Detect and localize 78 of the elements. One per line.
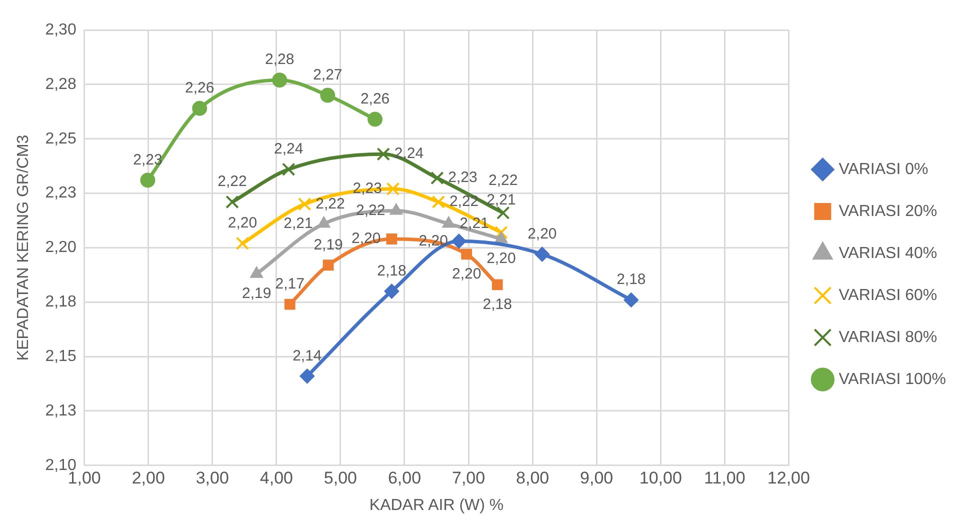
data-label: 2,24 [274,140,304,158]
data-label: 2,21 [486,192,516,209]
point [461,248,472,260]
x-axis-title: KADAR AIR (W) % [369,496,504,514]
x-tick-label: 2,00 [132,468,165,488]
y-tick-label: 2,18 [45,294,76,311]
point [282,162,296,176]
data-label: 2,18 [377,262,406,280]
x-tick-label: 10,00 [639,468,682,488]
point [496,206,510,220]
data-label: 2,22 [218,173,247,190]
data-label: 2,17 [275,275,304,292]
legend-label: VARIASI 80% [838,328,938,346]
legend-label: VARIASI 40% [838,244,938,262]
data-label: 2,26 [360,90,390,108]
y-tick-label: 2,20 [45,239,76,256]
point [376,147,390,161]
x-tick-label: 7,00 [452,468,486,488]
point [300,368,315,384]
y-axis-title: KEPADATAN KERING GR/CM3 [15,134,32,361]
data-label: 2,14 [292,347,322,364]
x-tick-label: 4,00 [260,468,293,488]
point [494,226,508,240]
x-tick-label: 3,00 [196,468,229,488]
point [451,234,466,249]
x-tick-label: 12,00 [767,468,810,488]
y-tick-label: 2,13 [45,402,76,420]
data-label: 2,22 [449,193,479,210]
data-label: 2,20 [228,214,258,232]
data-label: 2,18 [616,271,646,288]
legend-label: VARIASI 0% [838,160,928,178]
data-label: 2,21 [284,214,313,232]
data-label: 2,22 [356,202,386,219]
point [432,195,446,209]
data-label: 2,18 [482,296,512,313]
data-label: 2,24 [394,145,424,162]
x-tick-label: 11,00 [704,468,746,488]
x-tick-label: 6,00 [388,468,422,488]
point [534,246,550,262]
legend-label: VARIASI 20% [838,202,938,220]
legend-label: VARIASI 60% [838,286,938,304]
data-label: 2,20 [351,230,381,248]
y-tick-label: 2,28 [45,76,76,93]
data-label: 2,22 [316,195,345,212]
point [236,236,250,250]
point [284,298,296,310]
data-label: 2,26 [184,80,214,97]
x-tick-label: 5,00 [324,468,358,488]
data-label: 2,22 [488,172,518,190]
point [368,112,383,127]
data-label: 2,23 [448,169,478,186]
legend-label: VARIASI 100% [838,370,946,388]
point [492,279,503,290]
x-tick-label: 9,00 [580,468,614,488]
point [322,260,334,271]
data-label: 2,19 [314,236,343,254]
data-label: 2,20 [486,250,516,268]
point [430,171,444,185]
point [384,284,400,299]
point [386,182,400,196]
y-tick-label: 2,30 [45,21,76,38]
y-tick-label: 2,25 [45,130,76,148]
data-label: 2,27 [313,66,342,84]
point [226,195,239,209]
data-label: 2,19 [242,284,272,302]
x-tick-label: 8,00 [516,468,550,488]
point [298,198,312,211]
point [624,292,639,308]
data-label: 2,20 [528,225,557,242]
point [272,72,288,88]
y-tick-label: 2,15 [45,348,76,365]
y-tick-label: 2,23 [45,184,76,202]
point [320,88,336,103]
data-label: 2,28 [265,51,294,68]
data-label: 2,20 [452,265,482,282]
point [386,234,398,244]
point [140,172,156,188]
point [192,100,208,116]
